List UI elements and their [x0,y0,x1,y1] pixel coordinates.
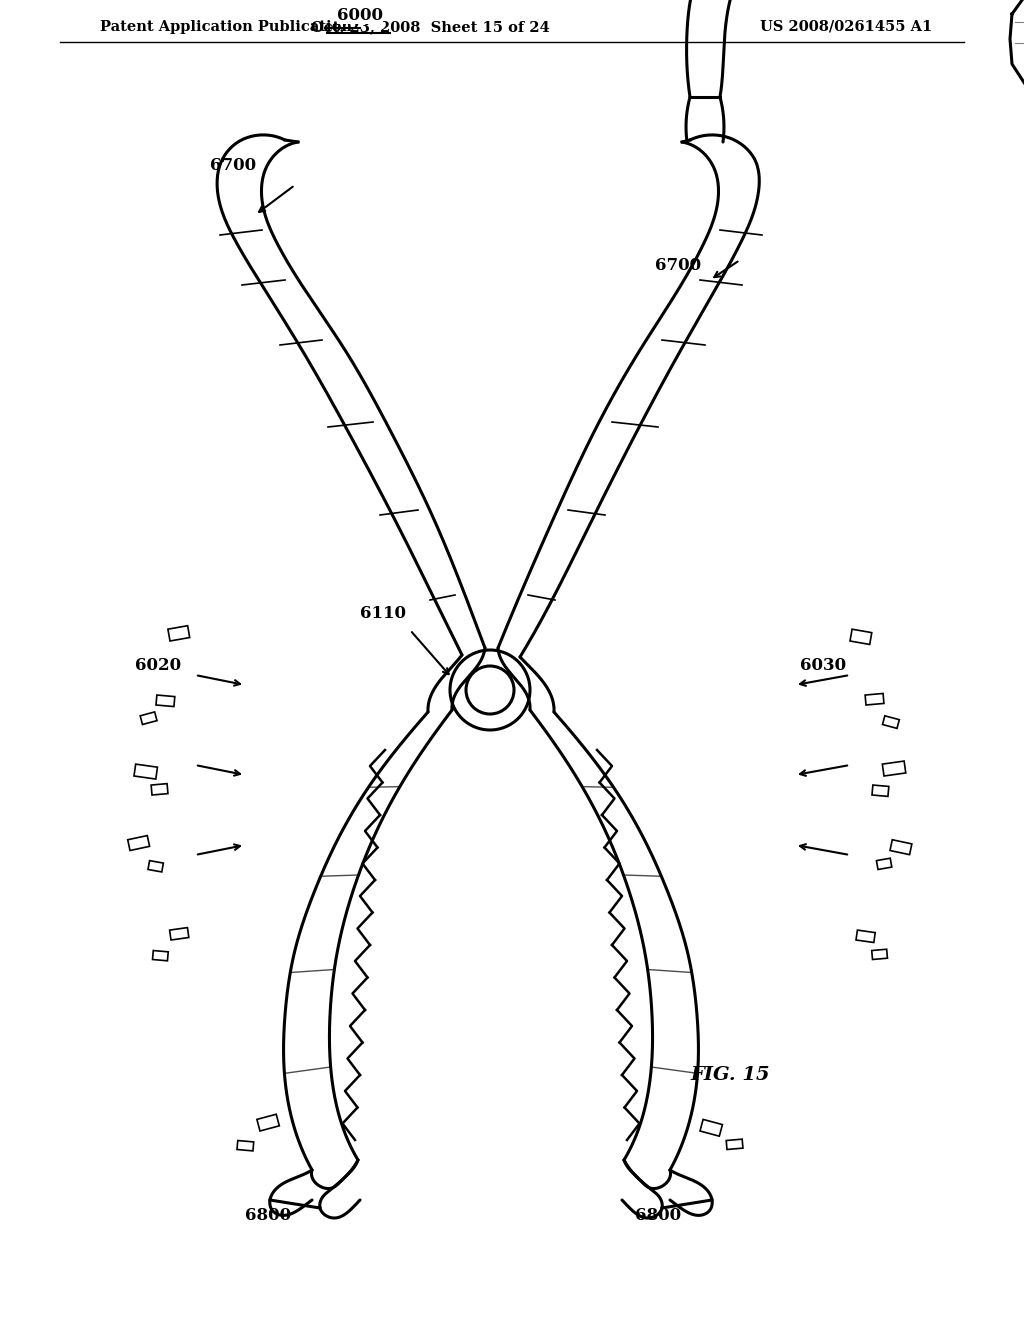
Text: 6110: 6110 [360,605,406,622]
Bar [726,1139,743,1150]
Text: 6000: 6000 [337,7,383,24]
Bar [128,836,150,850]
Bar [237,1140,254,1151]
Bar [168,626,189,642]
Bar [850,630,871,644]
Text: 6700: 6700 [655,257,701,275]
Bar [148,861,164,873]
Bar [872,785,889,796]
Bar [152,784,168,795]
Text: 6020: 6020 [135,657,181,675]
Bar [890,840,911,854]
Bar [883,762,906,776]
Bar [156,696,175,706]
Bar [153,950,168,961]
Text: 6030: 6030 [800,657,846,675]
Bar [883,715,899,729]
Bar [856,931,876,942]
Bar [871,949,888,960]
Text: FIG. 15: FIG. 15 [690,1067,770,1084]
Text: 6800: 6800 [635,1206,681,1224]
Text: Oct. 23, 2008  Sheet 15 of 24: Oct. 23, 2008 Sheet 15 of 24 [310,20,549,34]
Text: Patent Application Publication: Patent Application Publication [100,20,352,34]
Bar [700,1119,722,1137]
Text: 6800: 6800 [245,1206,291,1224]
Bar [877,858,892,870]
Text: US 2008/0261455 A1: US 2008/0261455 A1 [760,20,932,34]
Bar [134,764,158,779]
Bar [140,711,157,725]
Bar [170,928,188,940]
Bar [257,1114,280,1131]
Bar [865,693,884,705]
Text: 6700: 6700 [210,157,256,174]
